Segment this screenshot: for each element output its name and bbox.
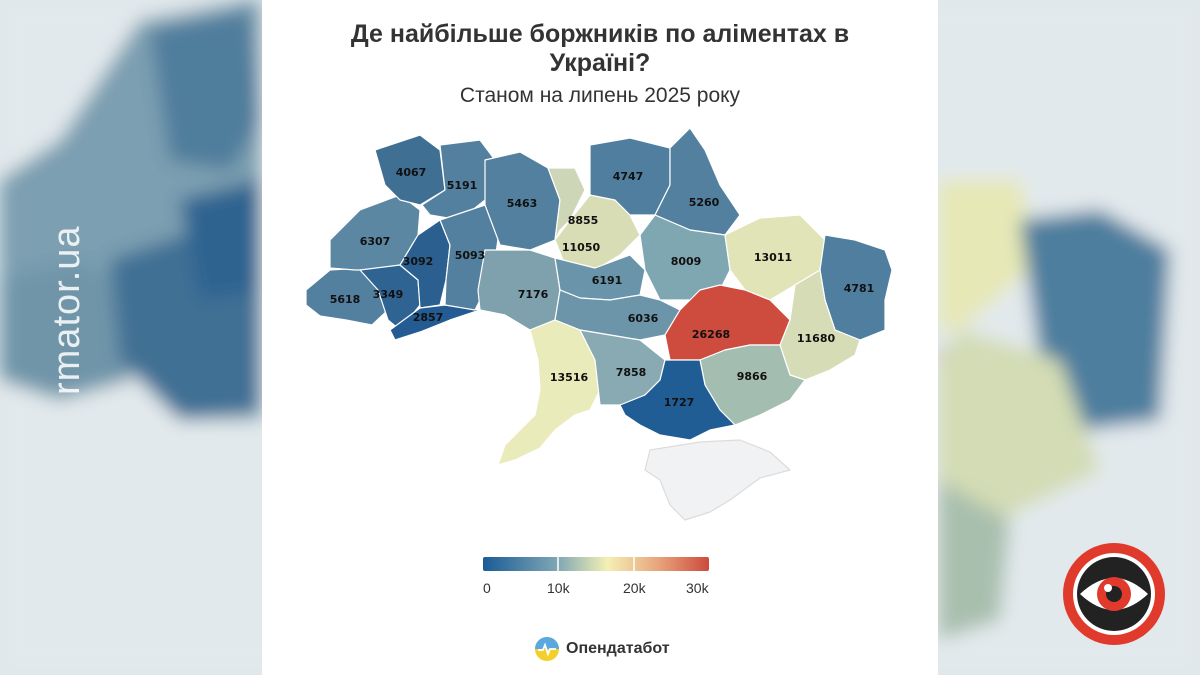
region-value-kherson: 1727: [664, 396, 695, 409]
region-kyiv-city[interactable]: [547, 167, 586, 241]
region-value-kirovohrad: 6036: [628, 312, 659, 325]
region-value-chernihiv: 4747: [613, 170, 644, 183]
region-sumy[interactable]: [654, 127, 741, 236]
region-value-rivne: 5191: [447, 179, 478, 192]
region-chernivtsi[interactable]: [389, 304, 481, 341]
region-value-cherkasy: 6191: [592, 274, 623, 287]
opendatabot-credit: Опендатабот: [534, 634, 670, 664]
region-value-khmelnytskyi: 5093: [455, 249, 486, 262]
region-poltava[interactable]: [639, 214, 731, 301]
map-title-line1: Де найбільше боржників по аліментах в: [350, 20, 850, 48]
region-value-zakarpattia: 5618: [330, 293, 361, 306]
region-value-odesa: 13516: [550, 371, 589, 384]
region-value-ternopil: 3092: [403, 255, 434, 268]
region-odesa[interactable]: [497, 319, 601, 466]
legend-tick-20k: 20k: [623, 580, 646, 596]
region-value-sumy: 5260: [689, 196, 720, 209]
region-value-chernivtsi: 2857: [413, 311, 444, 324]
legend-tick-10k: 10k: [547, 580, 570, 596]
region-crimea: [644, 439, 791, 521]
region-kherson[interactable]: [619, 359, 736, 441]
region-value-labels: 4067 5191 5463 8855 4747 5260 6307 3092 5093 1105…: [330, 166, 875, 409]
region-value-kyiv: 11050: [562, 241, 601, 254]
region-value-donetsk: 11680: [797, 332, 836, 345]
region-value-kharkiv: 13011: [754, 251, 792, 264]
watermark: rmator.ua: [46, 225, 88, 395]
region-value-kyiv-city: 8855: [568, 214, 599, 227]
region-value-vinnytsia: 7176: [518, 288, 549, 301]
region-value-dnipropetrovsk: 26268: [692, 328, 730, 341]
region-value-luhansk: 4781: [844, 282, 875, 295]
region-value-zhytomyr: 5463: [507, 197, 538, 210]
region-value-poltava: 8009: [671, 255, 702, 268]
region-value-volyn: 4067: [396, 166, 427, 179]
legend-tick-0: 0: [483, 580, 491, 596]
ukraine-choropleth-map: 4067 5191 5463 8855 4747 5260 6307 3092 5093 1105…: [305, 127, 893, 571]
eye-logo-icon: [1063, 543, 1165, 645]
map-card: Де найбільше боржників по аліментах в Ук…: [262, 0, 938, 675]
region-value-zaporizhzhia: 9866: [737, 370, 768, 383]
map-title-line2: Україні?: [549, 49, 651, 77]
opendatabot-logo-icon: [535, 637, 559, 661]
legend-color-bar: [483, 557, 709, 571]
legend-tick-30k: 30k: [686, 580, 709, 596]
region-value-mykolaiv: 7858: [616, 366, 647, 379]
region-value-ivano-frankivsk: 3349: [373, 288, 404, 301]
map-subtitle: Станом на липень 2025 року: [459, 84, 741, 107]
credit-text: Опендатабот: [566, 640, 670, 657]
region-value-lviv: 6307: [360, 235, 391, 248]
